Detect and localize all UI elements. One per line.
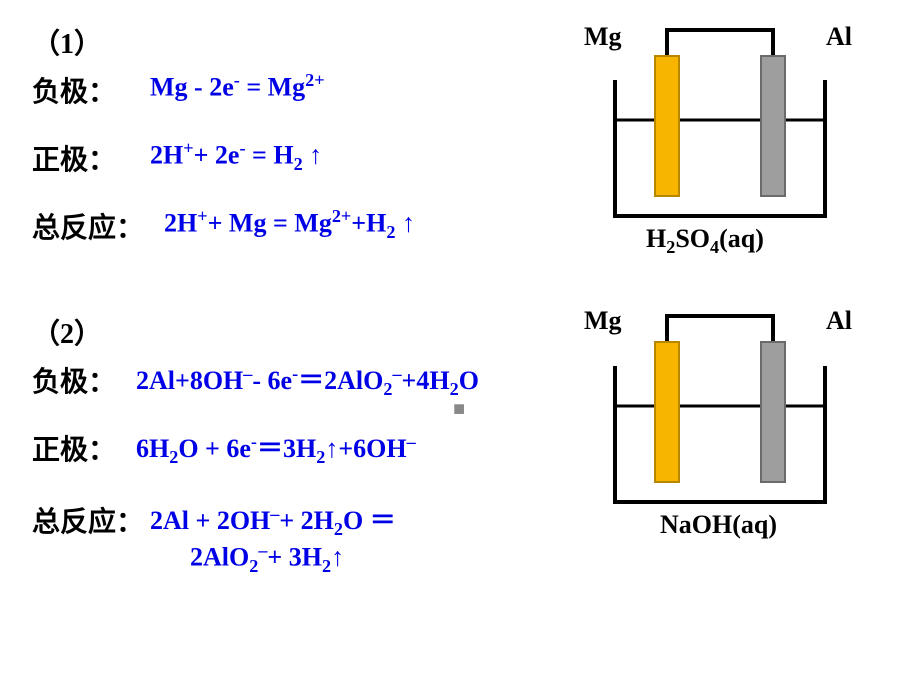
cell-2-wire <box>667 316 773 342</box>
section-1-overall-label: 总反应： <box>32 206 144 246</box>
cell-2-mg-label: Mg <box>584 306 622 336</box>
section-2-cathode-label: 正极： <box>32 428 116 468</box>
section-1-cathode-label: 正极： <box>32 138 116 178</box>
section-2-number: （2） <box>32 312 102 352</box>
section-2-overall-equation-line1: 2Al + 2OH–+ 2H2O ＝ <box>150 500 396 540</box>
section-1-overall-equation: 2H++ Mg = Mg2++H2 ↑ <box>164 206 415 243</box>
section-1-anode-equation: Mg - 2e- = Mg2+ <box>150 70 325 103</box>
cell-1-al-label: Al <box>826 22 852 52</box>
section-2-overall-equation-line2: 2AlO2–+ 3H2↑ <box>190 540 344 577</box>
cell-2-beaker <box>615 366 825 502</box>
cell-1-mg-electrode <box>655 56 679 196</box>
section-1-anode-label: 负极： <box>32 70 116 110</box>
cell-2-al-electrode <box>761 342 785 482</box>
cell-1-al-electrode <box>761 56 785 196</box>
center-dot-icon: ■ <box>453 398 465 421</box>
section-2-anode-label: 负极： <box>32 360 116 400</box>
cell-1-wire <box>667 30 773 56</box>
cell-1-beaker <box>615 80 825 216</box>
cell-2-electrolyte: NaOH(aq) <box>660 510 777 540</box>
cell-1-diagram <box>590 20 860 220</box>
cell-1-electrolyte: H2SO4(aq) <box>646 224 764 258</box>
cell-2-mg-electrode <box>655 342 679 482</box>
cell-2-diagram <box>590 306 860 506</box>
cell-1-mg-label: Mg <box>584 22 622 52</box>
section-2-cathode-equation: 6H2O + 6e-＝3H2↑+6OH– <box>136 428 416 468</box>
cell-2-al-label: Al <box>826 306 852 336</box>
section-1-cathode-equation: 2H++ 2e- = H2 ↑ <box>150 138 322 175</box>
section-2-anode-equation: 2Al+8OH–- 6e-＝2AlO2–+4H2O <box>136 360 479 400</box>
section-1-number: （1） <box>32 22 102 62</box>
section-2-overall-label: 总反应： <box>32 500 144 540</box>
